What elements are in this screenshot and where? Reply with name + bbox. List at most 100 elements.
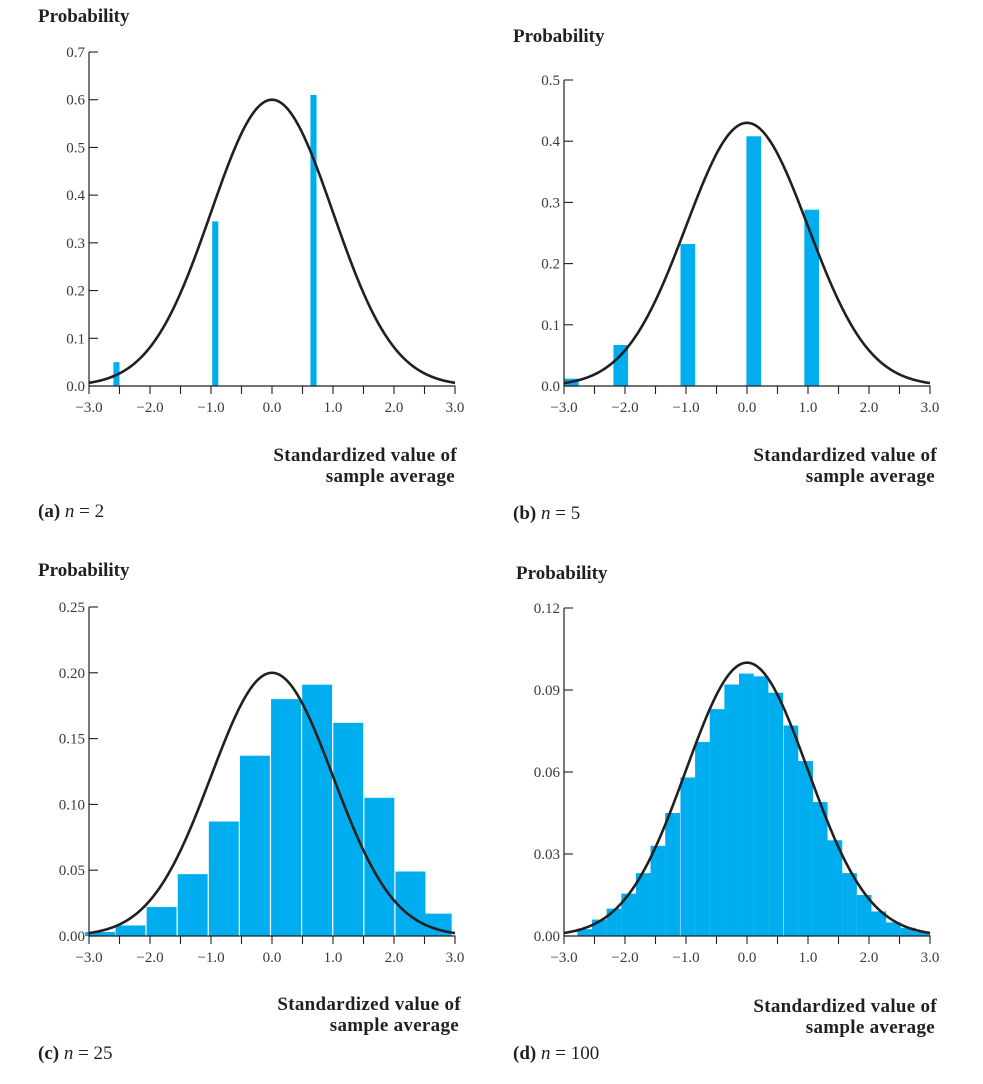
panel-a-xtick-label-0: −3.0 xyxy=(75,400,102,416)
panel-b-xtick-label-1: −2.0 xyxy=(611,400,638,416)
panel-d-xtick-label-6: 3.0 xyxy=(921,950,940,966)
panel-b-bar-4 xyxy=(804,209,819,386)
panel-b-ytick-label-2: 0.2 xyxy=(541,257,560,273)
panel-d-caption-var: n xyxy=(541,1043,551,1064)
panel-c-ytick-label-5: 0.25 xyxy=(59,600,85,616)
panel-b-caption-eq: = 5 xyxy=(550,503,580,524)
panel-a-caption: (a) n = 2 xyxy=(38,501,104,522)
panel-d-caption-eq: = 100 xyxy=(550,1043,599,1064)
panel-c-bar-5 xyxy=(239,755,270,936)
panel-c-caption-letter: (c) xyxy=(38,1043,59,1064)
panel-d-bar-6 xyxy=(665,813,680,936)
panel-a-xtick-label-6: 3.0 xyxy=(446,400,465,416)
panel-a-xtick-label-3: 0.0 xyxy=(263,400,282,416)
panel-d-bar-3 xyxy=(621,893,637,936)
panel-b-axes: 0.0 0.1 0.2 0.3 0.4 0.5 −3.0 −2.0 −1.0 0.0 1.0 2.0 3… xyxy=(541,73,939,416)
panel-d-ytick-label-2: 0.06 xyxy=(534,765,561,781)
panel-a-ytick-label-2: 0.2 xyxy=(66,284,85,300)
panel-c-xtick-label-6: 3.0 xyxy=(446,950,465,966)
panel-d-ytick-label-3: 0.09 xyxy=(534,683,560,699)
panel-d-y-title: Probability xyxy=(516,563,608,584)
panel-a: Probability 0.0 0.1 0.2 0.3 0.4 0.5 0.6 0.7 −3.0… xyxy=(38,6,464,522)
panel-d-bar-5 xyxy=(650,845,666,936)
panel-a-bar-2 xyxy=(310,94,317,386)
panel-b-xtick-label-3: 0.0 xyxy=(738,400,757,416)
panel-c-bar-9 xyxy=(364,797,395,936)
panel-d-xtick-label-5: 2.0 xyxy=(860,950,879,966)
panel-a-caption-letter: (a) xyxy=(38,501,60,522)
panel-c-ytick-label-1: 0.05 xyxy=(59,863,85,879)
panel-d-bar-9 xyxy=(709,709,725,936)
panel-d-axes: 0.00 0.03 0.06 0.09 0.12 −3.0 −2.0 −1.0 0.0 1.0 2.… xyxy=(534,601,940,966)
panel-a-normal-curve xyxy=(88,98,456,385)
panel-a-ytick-label-1: 0.1 xyxy=(66,331,85,347)
panel-d-bar-15 xyxy=(798,761,813,936)
panel-b-ytick-label-3: 0.3 xyxy=(541,195,560,211)
panel-c-curve-group xyxy=(88,671,456,935)
panel-a-ytick-label-4: 0.4 xyxy=(66,188,85,204)
panel-d-bar-12 xyxy=(753,676,769,936)
panel-a-curve-group xyxy=(88,98,456,385)
panel-c-ytick-label-0: 0.00 xyxy=(59,929,85,945)
panel-c-ytick-label-3: 0.15 xyxy=(59,732,85,748)
panel-c-bar-2 xyxy=(146,907,177,936)
panel-d-ytick-label-0: 0.00 xyxy=(534,929,560,945)
panel-c-bar-7 xyxy=(302,684,333,936)
panel-b-xtick-label-4: 1.0 xyxy=(799,400,818,416)
panel-d-bar-8 xyxy=(695,741,710,936)
panel-d-bar-11 xyxy=(739,673,754,936)
panel-a-axes: 0.0 0.1 0.2 0.3 0.4 0.5 0.6 0.7 −3.0 −2.0 −1.0 0.0 1… xyxy=(66,45,464,416)
panel-a-ytick-label-7: 0.7 xyxy=(66,45,85,61)
panel-c-bar-4 xyxy=(208,821,239,936)
panel-d-bars xyxy=(577,673,931,936)
panel-d-caption: (d) n = 100 xyxy=(513,1043,599,1064)
panel-d-bar-14 xyxy=(783,725,799,936)
panel-b-bar-2 xyxy=(680,244,696,386)
panel-b-bars xyxy=(564,136,819,386)
panel-c-xtick-label-2: −1.0 xyxy=(197,950,224,966)
panel-d-xtick-label-0: −3.0 xyxy=(550,950,577,966)
panel-a-bars xyxy=(113,94,317,386)
panel-a-xlabel-line2: sample average xyxy=(326,466,455,487)
panel-d-bar-17 xyxy=(827,840,843,936)
panel-b-y-title: Probability xyxy=(513,26,605,47)
panel-d-ytick-label-4: 0.12 xyxy=(534,601,560,617)
panel-d-caption-letter: (d) xyxy=(513,1043,536,1064)
panel-c-bar-0 xyxy=(85,932,115,936)
panel-d-bar-10 xyxy=(724,684,740,936)
panel-d-bar-21 xyxy=(886,922,901,936)
panel-c-xtick-label-5: 2.0 xyxy=(385,950,404,966)
panel-c-bar-3 xyxy=(177,874,208,936)
panel-d: Probability 0.00 0.03 0.06 0.09 0.12 −3.0 −2.0… xyxy=(513,563,939,1064)
panel-d-bar-18 xyxy=(842,873,857,936)
panel-a-bar-1 xyxy=(212,221,219,386)
panel-c-bars xyxy=(85,684,452,936)
panel-d-bar-19 xyxy=(856,895,872,936)
panel-b-xtick-label-5: 2.0 xyxy=(860,400,879,416)
panel-d-xlabel-line1: Standardized value of xyxy=(753,996,937,1017)
panel-c-caption-var: n xyxy=(64,1043,74,1064)
panel-b-bar-1 xyxy=(613,345,629,386)
panel-a-xlabel-line1: Standardized value of xyxy=(273,445,457,466)
panel-d-bar-13 xyxy=(768,692,784,936)
panel-c-xlabel-line1: Standardized value of xyxy=(277,994,461,1015)
panel-a-caption-eq: = 2 xyxy=(74,501,104,522)
panel-c-xtick-label-0: −3.0 xyxy=(75,950,102,966)
panel-a-ytick-label-6: 0.6 xyxy=(66,93,85,109)
panel-b-caption: (b) n = 5 xyxy=(513,503,580,524)
panel-d-xtick-label-4: 1.0 xyxy=(799,950,818,966)
panel-b-xtick-label-2: −1.0 xyxy=(672,400,699,416)
panel-c-axes: 0.00 0.05 0.10 0.15 0.20 0.25 −3.0 −2.0 −1.0 0.0 1… xyxy=(59,600,465,966)
panel-c-ytick-label-2: 0.10 xyxy=(59,797,85,813)
panel-d-normal-curve xyxy=(563,661,931,935)
panel-c: Probability 0.00 0.05 0.10 0.15 0.20 0.25 −3.0… xyxy=(38,560,464,1064)
panel-c-caption: (c) n = 25 xyxy=(38,1043,113,1064)
panel-c-bar-8 xyxy=(333,722,364,936)
panel-c-bar-6 xyxy=(271,699,301,936)
panel-b-ytick-label-0: 0.0 xyxy=(541,379,560,395)
panel-c-caption-eq: = 25 xyxy=(73,1043,112,1064)
panel-d-xtick-label-3: 0.0 xyxy=(738,950,757,966)
panel-a-ytick-label-3: 0.3 xyxy=(66,236,85,252)
panel-b-ytick-label-5: 0.5 xyxy=(541,73,560,89)
